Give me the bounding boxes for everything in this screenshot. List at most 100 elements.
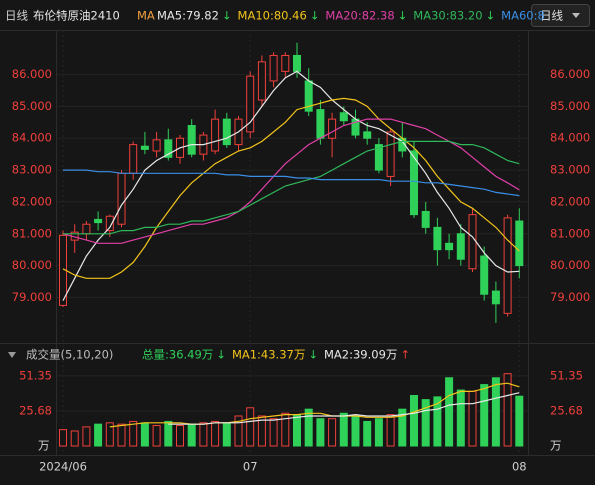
ma-trend: ↓ xyxy=(398,9,408,23)
volume-bar xyxy=(117,423,126,447)
volume-bar xyxy=(70,430,79,447)
volume-total-trend: ↓ xyxy=(216,348,226,362)
volume-bar xyxy=(491,377,500,447)
y-tick-label: 79.000 xyxy=(12,290,52,304)
volume-ma-legend: MA2:39.09万 xyxy=(324,348,397,362)
volume-total: 总量:36.49万 xyxy=(142,348,213,362)
ma-legend: MA60:8 xyxy=(501,9,545,23)
volume-bar xyxy=(468,390,477,447)
candle-body xyxy=(410,150,418,216)
volume-bar xyxy=(398,408,407,447)
volume-bar xyxy=(456,389,465,447)
volume-bar xyxy=(234,415,243,447)
symbol-label: 布伦特原油2410 xyxy=(33,9,120,23)
candle-body xyxy=(515,220,524,267)
collapse-icon[interactable] xyxy=(8,352,16,358)
ma-legend: MA20:82.38 xyxy=(325,9,394,23)
ma-line xyxy=(62,97,520,279)
candle-body xyxy=(468,214,477,270)
volume-bar xyxy=(94,423,103,447)
volume-bar xyxy=(386,414,395,447)
x-tick-label: 2024/06 xyxy=(39,460,87,474)
volume-bar xyxy=(211,420,220,447)
unit-label-right: 万 xyxy=(550,439,562,453)
volume-bar xyxy=(129,420,138,447)
ma-label: MA xyxy=(137,9,155,23)
y-tick-label-right: 79.000 xyxy=(550,290,590,304)
candle-body xyxy=(421,210,430,228)
ma-trend: ↓ xyxy=(222,9,232,23)
y-tick-label-right: 86.000 xyxy=(550,67,590,81)
candle-body xyxy=(269,54,278,82)
volume-bar xyxy=(281,412,290,447)
candle-body xyxy=(456,233,465,260)
ma-legend: MA10:80.46 xyxy=(238,9,307,23)
y-tick-label: 82.000 xyxy=(12,194,52,208)
ma-legend: MA30:83.20 xyxy=(413,9,482,23)
ma-legend: MA5:79.82 xyxy=(157,9,219,23)
x-tick-label: 07 xyxy=(243,460,258,474)
selector-caret[interactable] xyxy=(572,13,580,18)
volume-bar xyxy=(176,425,184,447)
candle-body xyxy=(386,131,395,177)
y-tick-label: 83.000 xyxy=(12,163,52,177)
candle-body xyxy=(164,139,173,158)
volume-bar xyxy=(503,373,512,447)
candle-body xyxy=(82,223,91,235)
candle-body xyxy=(374,144,383,171)
volume-bar xyxy=(164,420,173,447)
volume-bar xyxy=(480,384,489,447)
volume-bar xyxy=(140,422,149,447)
candle-body xyxy=(445,242,454,251)
candle-body xyxy=(152,139,161,152)
y-tick-label: 51.35 xyxy=(19,368,52,382)
ma-trend: ↓ xyxy=(310,9,320,23)
volume-bar xyxy=(410,395,418,447)
candle-body xyxy=(257,61,266,101)
volume-bar xyxy=(316,418,325,447)
x-tick-label: 08 xyxy=(512,460,527,474)
volume-bar xyxy=(363,420,372,447)
candle-body xyxy=(339,112,348,122)
volume-bar xyxy=(351,415,360,447)
volume-bar xyxy=(328,418,337,447)
y-tick-label: 81.000 xyxy=(12,226,52,240)
volume-bar xyxy=(187,423,196,447)
candle-body xyxy=(503,217,512,314)
volume-bar xyxy=(293,414,301,447)
ma-line xyxy=(63,140,520,235)
candle-body xyxy=(293,54,301,72)
period-selector[interactable] xyxy=(531,4,590,27)
volume-bar xyxy=(257,415,266,447)
period-selector-label[interactable]: 日线 xyxy=(540,9,563,23)
volume-bar xyxy=(339,412,348,447)
y-tick-label-right: 25.68 xyxy=(550,403,583,417)
y-tick-label-right: 51.35 xyxy=(550,368,583,382)
volume-title: 成交量(5,10,20) xyxy=(26,348,113,362)
volume-bar xyxy=(433,396,442,447)
volume-bar xyxy=(82,426,91,447)
ma-line xyxy=(63,169,520,197)
volume-bar xyxy=(59,429,67,447)
candle-body xyxy=(105,215,114,232)
y-tick-label-right: 84.000 xyxy=(550,131,590,145)
candle-body xyxy=(222,118,231,146)
candle-body xyxy=(140,145,149,150)
ma-line xyxy=(62,70,520,301)
candle-body xyxy=(246,75,255,133)
volume-bar xyxy=(445,377,454,447)
volume-bar xyxy=(269,418,278,447)
volume-bar xyxy=(105,422,114,447)
candle-body xyxy=(129,144,138,174)
volume-ma-line xyxy=(168,392,520,425)
y-tick-label-right: 85.000 xyxy=(550,99,590,113)
y-tick-label-right: 82.000 xyxy=(550,194,590,208)
volume-bar xyxy=(199,422,208,447)
y-tick-label: 86.000 xyxy=(12,67,52,81)
candle-body xyxy=(211,118,220,152)
candle-body xyxy=(328,118,337,139)
volume-ma-trend: ↑ xyxy=(400,348,410,362)
candle-body xyxy=(363,131,372,139)
